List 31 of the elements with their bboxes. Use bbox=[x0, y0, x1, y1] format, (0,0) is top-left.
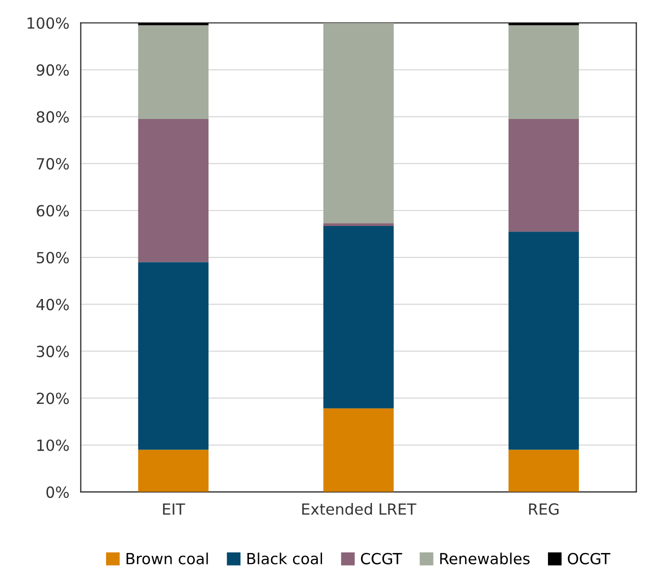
y-tick-label: 70% bbox=[36, 158, 69, 170]
legend-label: Black coal bbox=[247, 552, 322, 564]
bar bbox=[508, 25, 579, 120]
bar bbox=[508, 232, 579, 450]
y-tick-label: 20% bbox=[36, 392, 69, 404]
bar bbox=[323, 223, 394, 226]
x-tick-label: REG bbox=[529, 503, 559, 515]
bar bbox=[323, 22, 394, 224]
y-tick-label: 80% bbox=[36, 111, 69, 123]
bar bbox=[323, 408, 394, 492]
y-tick-label: 0% bbox=[46, 486, 69, 498]
bar bbox=[138, 25, 209, 120]
y-tick-label: 90% bbox=[36, 64, 69, 76]
x-tick-label: Extended LRET bbox=[302, 503, 416, 515]
bar bbox=[323, 226, 394, 408]
legend-label: Renewables bbox=[440, 552, 530, 564]
legend-label: CCGT bbox=[360, 552, 402, 564]
y-tick-label: 40% bbox=[36, 298, 69, 310]
legend-label: OCGT bbox=[568, 552, 610, 564]
y-tick-label: 30% bbox=[36, 346, 69, 358]
bar bbox=[508, 119, 579, 232]
bar bbox=[138, 119, 209, 262]
y-tick-label: 100% bbox=[28, 17, 69, 29]
bar bbox=[138, 262, 209, 450]
y-tick-label: 10% bbox=[37, 439, 69, 452]
y-tick-label: 60% bbox=[36, 204, 69, 217]
legend-label: Brown coal bbox=[126, 552, 208, 564]
bar bbox=[508, 450, 579, 492]
x-tick-label: EIT bbox=[163, 504, 186, 515]
bar bbox=[138, 450, 209, 492]
y-tick-label: 50% bbox=[36, 252, 69, 264]
